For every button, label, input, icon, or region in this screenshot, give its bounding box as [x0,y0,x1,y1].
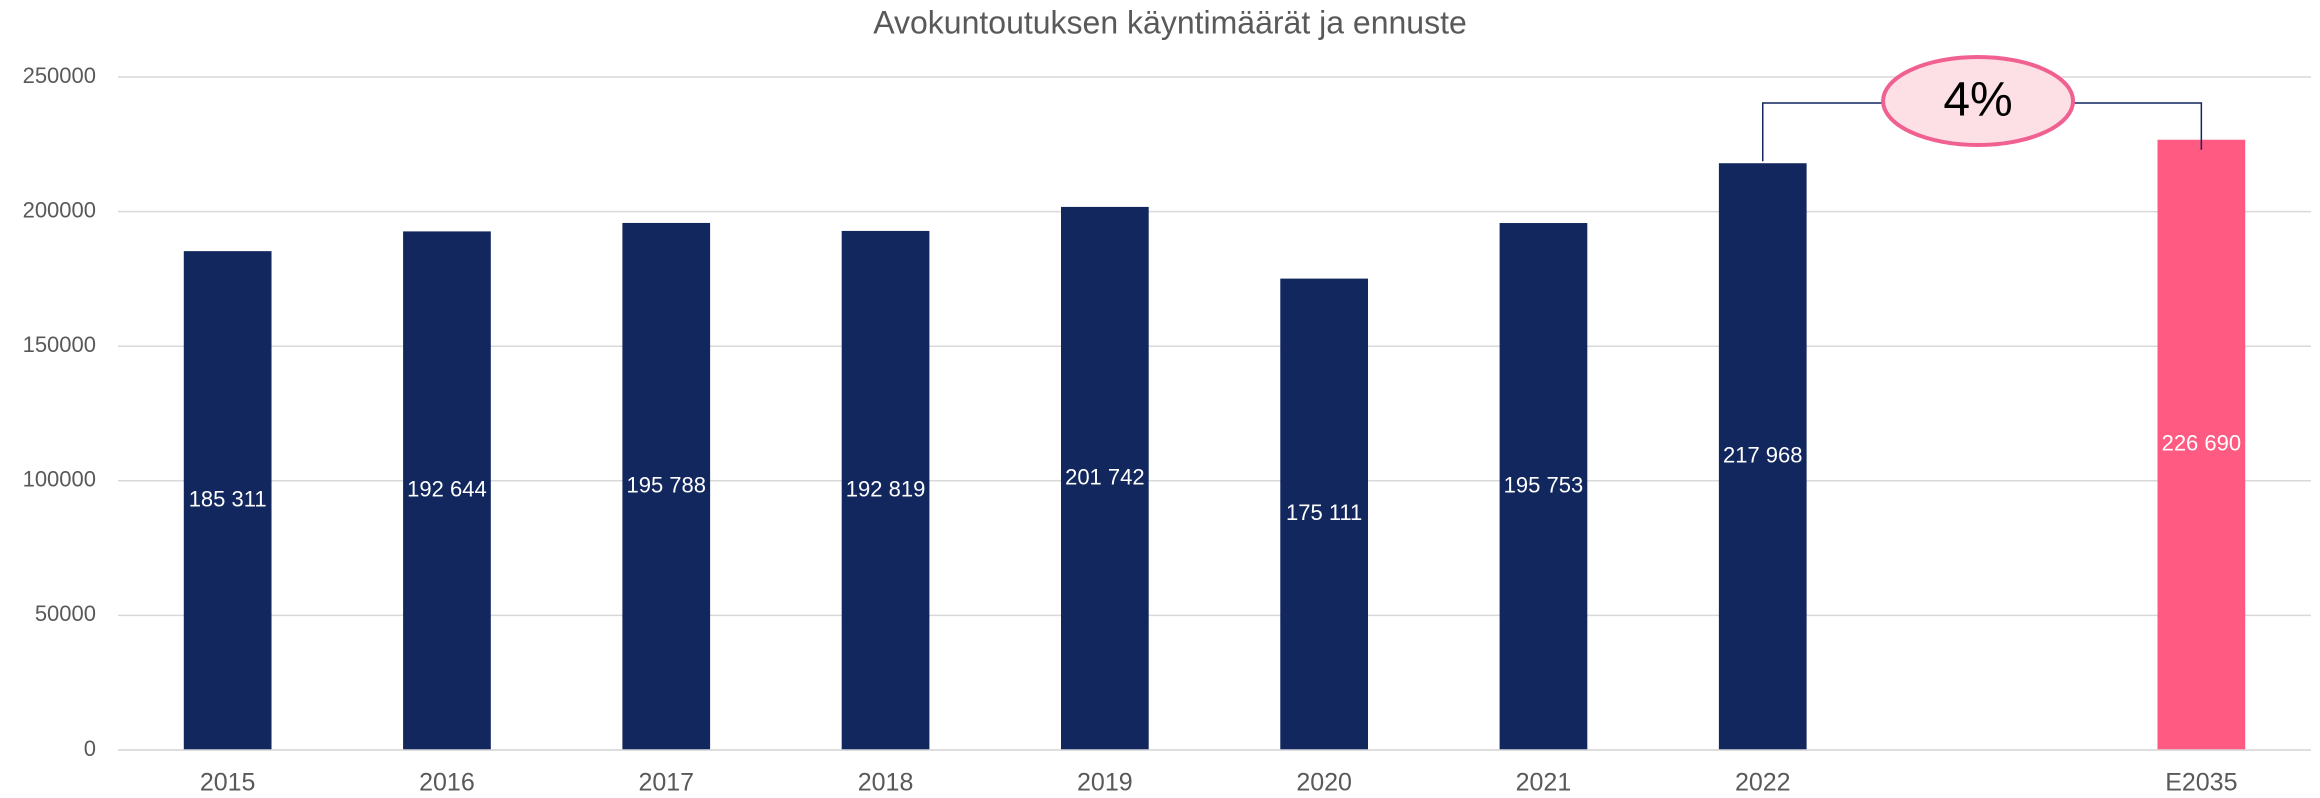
x-tick-label: 2021 [1516,769,1572,797]
bar [403,231,491,751]
y-tick-label: 250000 [23,63,96,88]
y-tick-label: 150000 [23,332,96,357]
y-tick-label: 50000 [35,601,96,626]
callout [1881,55,2076,147]
bar [1718,163,1807,750]
x-tick-label: 2015 [200,769,256,797]
data-label: 192 644 [407,477,487,502]
bar [1499,223,1588,750]
x-tick-label: 2016 [419,769,475,797]
bar [841,230,930,750]
data-label: 192 819 [846,476,926,501]
data-label: 201 742 [1065,464,1145,489]
y-tick-label: 200000 [23,197,96,222]
data-label: 195 788 [626,472,706,497]
data-label: 195 753 [1504,472,1584,497]
y-tick-label: 100000 [23,467,96,492]
x-tick-label: 2018 [858,769,914,797]
x-tick-label: 2019 [1077,769,1133,797]
bar [2157,139,2246,751]
data-label: 175 111 [1286,500,1362,525]
chart-title: Avokuntoutuksen käyntimäärät ja ennuste [873,4,1467,40]
callout-text: 4% [1943,74,2012,127]
x-tick-label: E2035 [2165,769,2237,797]
bar [622,222,711,750]
bar [1280,278,1369,750]
x-tick-label: 2017 [638,769,694,797]
x-tick-label: 2022 [1735,769,1791,797]
x-tick-label: 2020 [1296,769,1352,797]
data-label: 217 968 [1723,442,1803,467]
data-label: 185 311 [189,486,267,511]
bar [1060,206,1149,751]
y-tick-label: 0 [84,736,96,761]
bar [183,251,272,750]
data-label: 226 690 [2162,431,2242,456]
